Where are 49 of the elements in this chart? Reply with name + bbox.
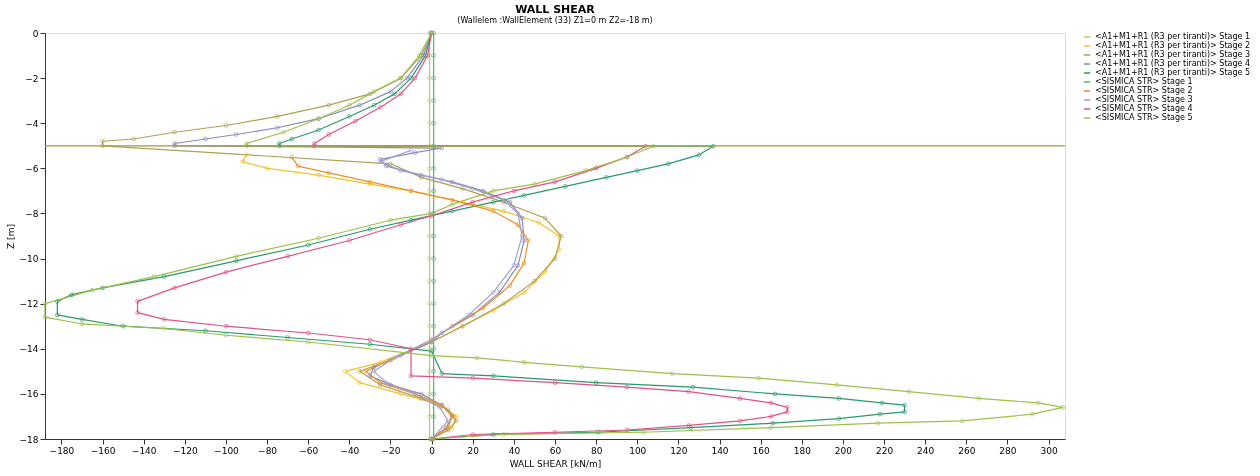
x-tick-label: 140 [711, 445, 729, 456]
y-tick-label: −14 [19, 344, 39, 355]
x-tick-label: 100 [629, 445, 647, 456]
x-tick-label: −80 [258, 445, 278, 456]
x-tick-label: 20 [467, 445, 480, 456]
y-tick-label: −4 [25, 118, 39, 129]
y-tick-label: −18 [19, 434, 39, 445]
y-tick-label: −10 [19, 254, 39, 265]
x-tick-label: −60 [299, 445, 319, 456]
y-tick-label: 0 [32, 28, 39, 39]
x-tick-label: 200 [834, 445, 853, 456]
y-tick-label: −2 [25, 73, 39, 84]
y-tick-label: −16 [19, 389, 39, 400]
legend-label: <A1+M1+R1 (R3 per tiranti)> Stage 4 [1095, 59, 1251, 68]
legend-label: <SISMICA STR> Stage 4 [1095, 104, 1193, 113]
x-tick-label: −120 [172, 445, 198, 456]
chart-title: WALL SHEAR [515, 3, 596, 16]
legend-label: <A1+M1+R1 (R3 per tiranti)> Stage 1 [1095, 32, 1251, 41]
x-axis-title: WALL SHEAR [kN/m] [509, 458, 602, 469]
x-tick-label: 260 [958, 445, 976, 456]
y-tick-label: −6 [25, 163, 39, 174]
y-axis-title: Z [m] [5, 224, 16, 249]
x-tick-label: −40 [340, 445, 360, 456]
x-tick-label: 220 [875, 445, 894, 456]
x-tick-label: 280 [999, 445, 1017, 456]
legend-label: <SISMICA STR> Stage 1 [1095, 77, 1193, 86]
chart-subtitle: (Wallelem :WallElement (33) Z1=0 m Z2=-18 m) [457, 16, 653, 25]
x-tick-label: 160 [752, 445, 770, 456]
legend-label: <A1+M1+R1 (R3 per tiranti)> Stage 5 [1095, 68, 1251, 77]
legend-label: <A1+M1+R1 (R3 per tiranti)> Stage 2 [1095, 41, 1251, 50]
y-tick-label: −8 [25, 208, 39, 219]
x-tick-label: 0 [429, 445, 436, 456]
x-tick-label: 120 [670, 445, 688, 456]
x-tick-label: 180 [793, 445, 812, 456]
x-tick-label: 40 [508, 445, 521, 456]
legend-label: <A1+M1+R1 (R3 per tiranti)> Stage 3 [1095, 50, 1251, 59]
x-tick-label: 80 [590, 445, 603, 456]
x-tick-label: −160 [90, 445, 116, 456]
x-tick-label: 240 [917, 445, 935, 456]
y-tick-label: −12 [19, 299, 39, 310]
x-tick-label: −180 [49, 445, 75, 456]
x-tick-label: 60 [549, 445, 562, 456]
legend-label: <SISMICA STR> Stage 2 [1095, 86, 1193, 95]
x-tick-label: −100 [214, 445, 240, 456]
x-tick-label: −140 [131, 445, 157, 456]
x-tick-label: −20 [381, 445, 401, 456]
x-tick-label: 300 [1040, 445, 1058, 456]
legend-label: <SISMICA STR> Stage 3 [1095, 95, 1193, 104]
legend-label: <SISMICA STR> Stage 5 [1095, 113, 1193, 122]
